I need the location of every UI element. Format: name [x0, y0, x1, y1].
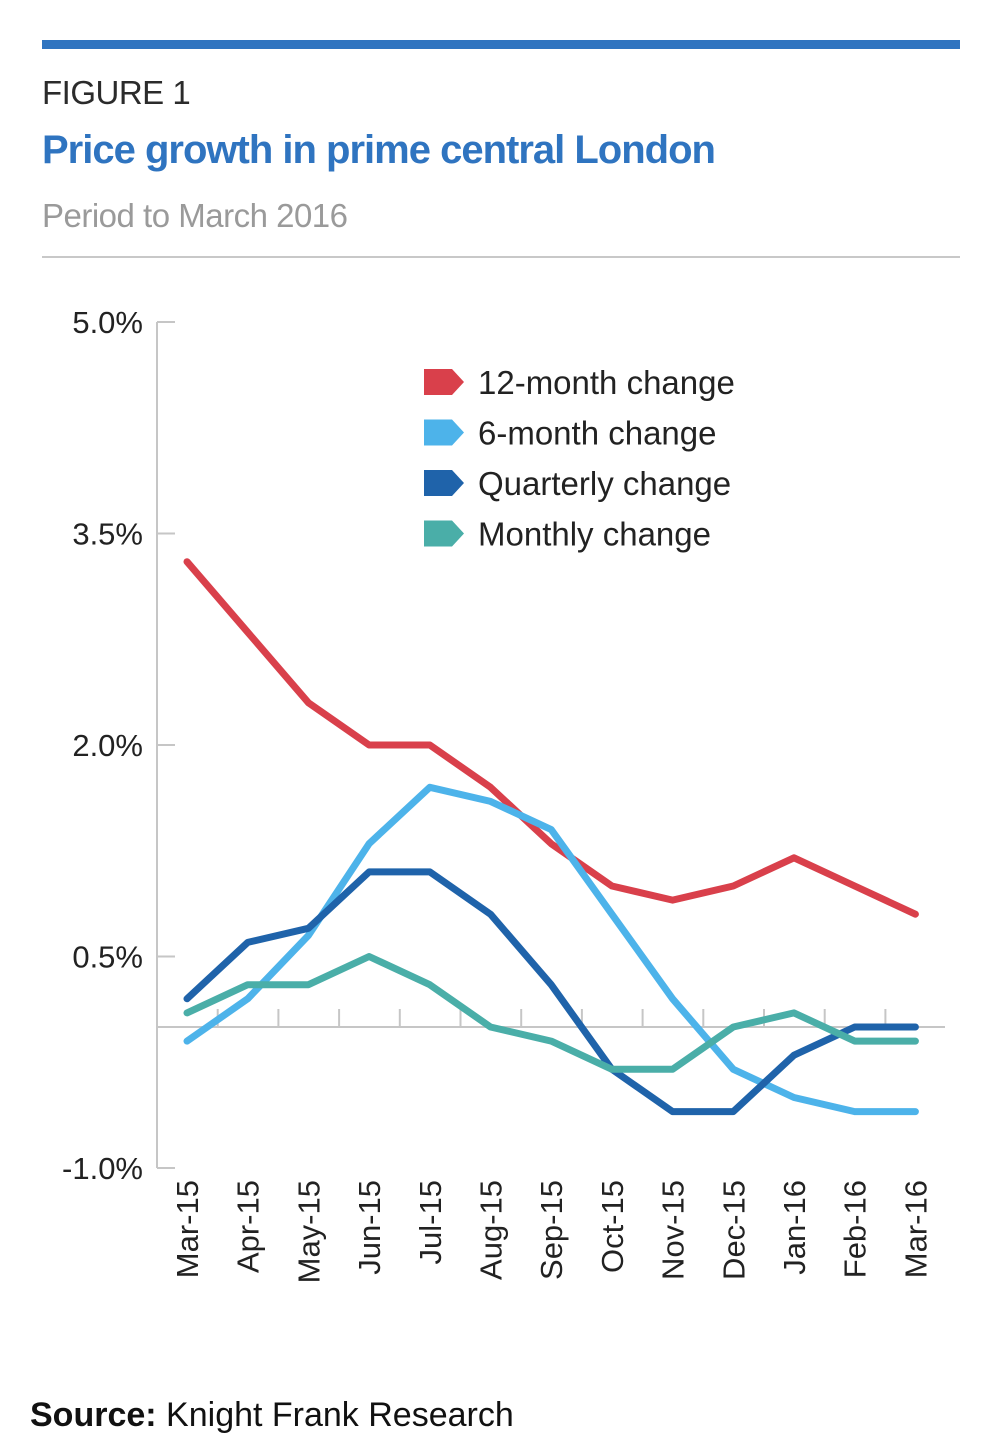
y-tick-label: 0.5% — [72, 940, 143, 975]
y-tick-label: 5.0% — [72, 305, 143, 340]
x-tick-label: Feb-16 — [838, 1180, 873, 1278]
line-chart: 5.0% 3.5% 2.0% 0.5% -1.0% Mar-15 Apr-15 May-15 J… — [62, 305, 945, 1283]
x-tick-label: Jun-15 — [352, 1180, 387, 1275]
y-tick-label: 2.0% — [72, 728, 143, 763]
series-line-12-month-change — [183, 558, 919, 918]
x-tick-label: Aug-15 — [474, 1180, 509, 1280]
x-tick-label: Sep-15 — [534, 1180, 569, 1280]
x-tick-label: Dec-15 — [716, 1180, 751, 1280]
legend-swatch-icon — [424, 470, 464, 496]
x-tick-label: Apr-15 — [231, 1180, 266, 1273]
source-text: Knight Frank Research — [166, 1396, 514, 1434]
legend-label: 6-month change — [478, 415, 717, 452]
legend-swatch-icon — [424, 369, 464, 395]
x-tick-label: Jan-16 — [777, 1180, 812, 1275]
series-line-6-month-change — [183, 783, 919, 1116]
top-rule — [42, 40, 960, 49]
header-divider — [42, 256, 960, 258]
x-tick-label: Mar-16 — [898, 1180, 933, 1278]
legend-swatch-icon — [424, 419, 464, 446]
chart-subtitle: Period to March 2016 — [42, 197, 348, 234]
y-tick-label: -1.0% — [62, 1151, 143, 1186]
chart-title: Price growth in prime central London — [42, 128, 716, 172]
source-label: Source: — [30, 1396, 157, 1434]
legend-label: Monthly change — [478, 516, 711, 553]
x-tick-label: May-15 — [291, 1180, 326, 1283]
legend-swatch-icon — [424, 520, 464, 547]
legend-label: Quarterly change — [478, 465, 731, 502]
x-tick-label: Jul-15 — [413, 1180, 448, 1264]
x-tick-label: Oct-15 — [595, 1180, 630, 1273]
x-tick-label: Mar-15 — [170, 1180, 205, 1278]
source-note: Source: Knight Frank Research — [30, 1396, 514, 1435]
series-line-quarterly-change — [183, 868, 919, 1116]
figure-label: FIGURE 1 — [42, 74, 191, 111]
legend-label: 12-month change — [478, 364, 735, 401]
x-tick-label: Nov-15 — [656, 1180, 691, 1280]
series-line-monthly-change — [183, 953, 919, 1073]
y-tick-label: 3.5% — [72, 517, 143, 552]
